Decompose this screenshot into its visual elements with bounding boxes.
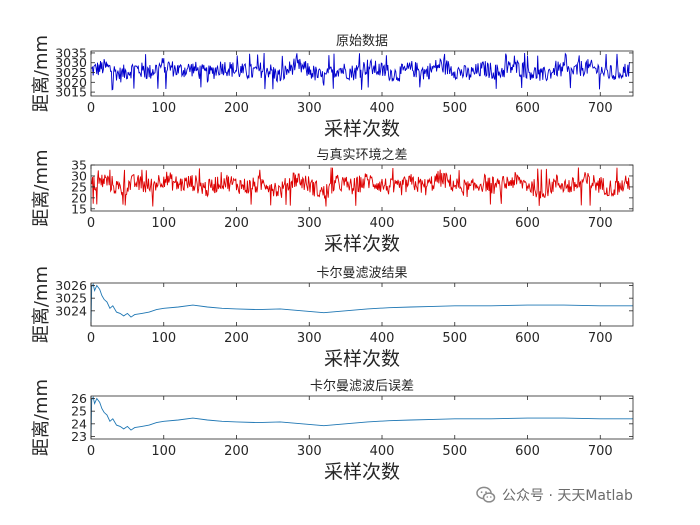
- x-tick-label: 700: [588, 216, 613, 231]
- y-tick-label: 20: [71, 190, 87, 205]
- subplot-title: 卡尔曼滤波结果: [316, 266, 407, 281]
- y-tick-label: 3020: [55, 75, 87, 90]
- y-tick-label: 26: [71, 391, 87, 406]
- y-tick-label: 3025: [55, 65, 87, 80]
- axes-box: [90, 395, 634, 440]
- x-tick-label: 600: [515, 101, 540, 116]
- y-tick-label: 15: [71, 201, 87, 216]
- y-axis-label: 距离/mm: [31, 379, 52, 456]
- x-tick-label: 100: [151, 331, 176, 346]
- y-tick-label: 3030: [55, 55, 87, 70]
- subplot-1: 0 100 200 300 400 500 600 700 301530203025303030…: [31, 34, 634, 140]
- x-tick-label: 300: [297, 444, 322, 459]
- x-tick-label: 100: [151, 101, 176, 116]
- x-tick-label: 600: [515, 331, 540, 346]
- x-axis-label: 采样次数: [324, 118, 400, 140]
- x-tick-label: 0: [87, 444, 95, 459]
- x-axis-label: 采样次数: [324, 233, 400, 255]
- series-line: [90, 283, 633, 325]
- y-tick-label: 3035: [55, 45, 87, 60]
- x-tick-label: 200: [224, 216, 249, 231]
- x-tick-label: 500: [442, 331, 467, 346]
- subplot-title: 与真实环境之差: [316, 148, 407, 163]
- y-axis-label: 距离/mm: [31, 266, 52, 343]
- y-tick-label: 25: [71, 179, 87, 194]
- y-axis-label: 距离/mm: [31, 35, 52, 112]
- y-tick-label: 23: [71, 429, 87, 444]
- x-tick-label: 600: [515, 444, 540, 459]
- y-tick-label: 3015: [55, 85, 87, 100]
- x-tick-label: 700: [588, 331, 613, 346]
- x-tick-label: 200: [224, 444, 249, 459]
- wechat-icon: [476, 486, 496, 503]
- subplot-title: 原始数据: [336, 34, 388, 49]
- x-tick-label: 200: [224, 331, 249, 346]
- y-tick-label: 3025: [55, 291, 87, 306]
- axes-box: [90, 50, 634, 97]
- subplot-title: 卡尔曼滤波后误差: [310, 379, 414, 394]
- y-tick-label: 25: [71, 404, 87, 419]
- x-tick-label: 200: [224, 101, 249, 116]
- series-line: [90, 167, 630, 207]
- x-tick-label: 0: [87, 331, 95, 346]
- x-axis-label: 采样次数: [324, 461, 400, 483]
- x-tick-label: 300: [297, 216, 322, 231]
- axes-box: [90, 282, 634, 327]
- x-tick-label: 0: [87, 101, 95, 116]
- series-line: [90, 52, 630, 91]
- x-tick-label: 500: [442, 444, 467, 459]
- x-tick-label: 300: [297, 101, 322, 116]
- x-axis-label: 采样次数: [324, 348, 400, 370]
- x-tick-label: 400: [370, 444, 395, 459]
- x-tick-label: 700: [588, 101, 613, 116]
- x-tick-label: 400: [370, 331, 395, 346]
- y-axis-label: 距离/mm: [31, 149, 52, 226]
- series-line: [90, 396, 633, 438]
- y-tick-label: 30: [71, 168, 87, 183]
- x-tick-label: 100: [151, 216, 176, 231]
- x-tick-label: 100: [151, 444, 176, 459]
- x-tick-label: 500: [442, 216, 467, 231]
- y-tick-label: 35: [71, 158, 87, 173]
- axes-box: [90, 164, 634, 212]
- x-tick-label: 300: [297, 331, 322, 346]
- y-tick-label: 3026: [55, 278, 87, 293]
- x-tick-label: 0: [87, 216, 95, 231]
- x-tick-label: 400: [370, 101, 395, 116]
- watermark-text: 公众号 · 天天Matlab: [502, 488, 633, 504]
- x-tick-label: 500: [442, 101, 467, 116]
- x-tick-label: 600: [515, 216, 540, 231]
- x-tick-label: 700: [588, 444, 613, 459]
- y-tick-label: 24: [71, 416, 87, 431]
- watermark: 公众号 · 天天Matlab: [476, 484, 633, 506]
- y-tick-label: 3024: [55, 303, 87, 318]
- x-tick-label: 400: [370, 216, 395, 231]
